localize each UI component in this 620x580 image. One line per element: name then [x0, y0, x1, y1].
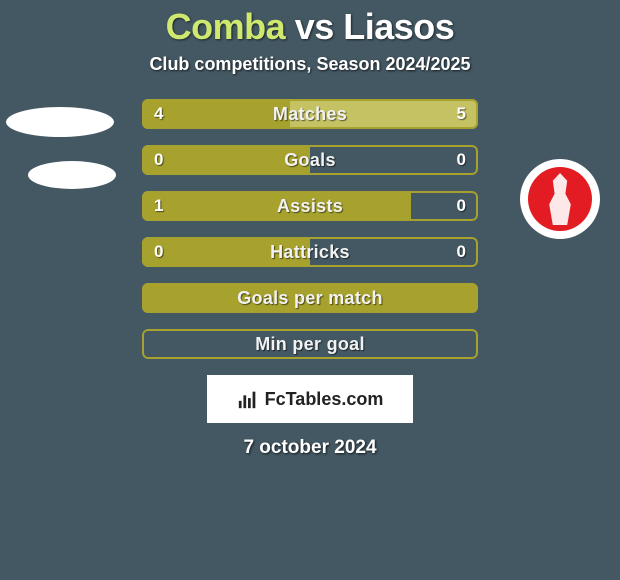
- bar-value-left: 1: [154, 191, 163, 221]
- stat-row-min-per-goal: Min per goal: [142, 329, 478, 359]
- footer-brand: FcTables.com: [265, 389, 384, 410]
- bar-label: Assists: [142, 191, 478, 221]
- bar-value-right: 5: [457, 99, 466, 129]
- stat-row-matches: Matches4 5: [142, 99, 478, 129]
- bar-value-left: 4: [154, 99, 163, 129]
- bar-value-right: 0: [457, 191, 466, 221]
- page-title: Comba vs Liasos: [0, 0, 620, 48]
- title-vs: vs: [295, 6, 334, 47]
- infographic: Comba vs Liasos Club competitions, Seaso…: [0, 0, 620, 580]
- subtitle: Club competitions, Season 2024/2025: [0, 54, 620, 75]
- bar-value-left: 0: [154, 145, 163, 175]
- main-area: Matches45Goals00Assists10Hattricks00Goal…: [0, 99, 620, 359]
- title-left: Comba: [166, 6, 286, 47]
- stat-row-goals-per-match: Goals per match: [142, 283, 478, 313]
- bar-value-right: 0: [457, 145, 466, 175]
- team-left-logo-placeholder-2: [28, 161, 116, 189]
- chart-icon: [237, 388, 259, 410]
- team-left-logo-placeholder-1: [6, 107, 114, 137]
- bar-label: Goals: [142, 145, 478, 175]
- bar-label: Goals per match: [142, 283, 478, 313]
- team-right-logo: [520, 159, 600, 239]
- date: 7 october 2024: [0, 437, 620, 459]
- bar-label: Matches: [142, 99, 478, 129]
- stat-row-assists: Assists1 0: [142, 191, 478, 221]
- stat-row-goals: Goals0 0: [142, 145, 478, 175]
- stat-bars: Matches45Goals00Assists10Hattricks00Goal…: [142, 99, 478, 359]
- stat-row-hattricks: Hattricks0 0: [142, 237, 478, 267]
- bar-label: Hattricks: [142, 237, 478, 267]
- bar-value-right: 0: [457, 237, 466, 267]
- footer-badge: FcTables.com: [207, 375, 413, 423]
- bar-value-left: 0: [154, 237, 163, 267]
- bar-label: Min per goal: [142, 329, 478, 359]
- title-right: Liasos: [343, 6, 454, 47]
- team-right-logo-inner: [528, 167, 592, 231]
